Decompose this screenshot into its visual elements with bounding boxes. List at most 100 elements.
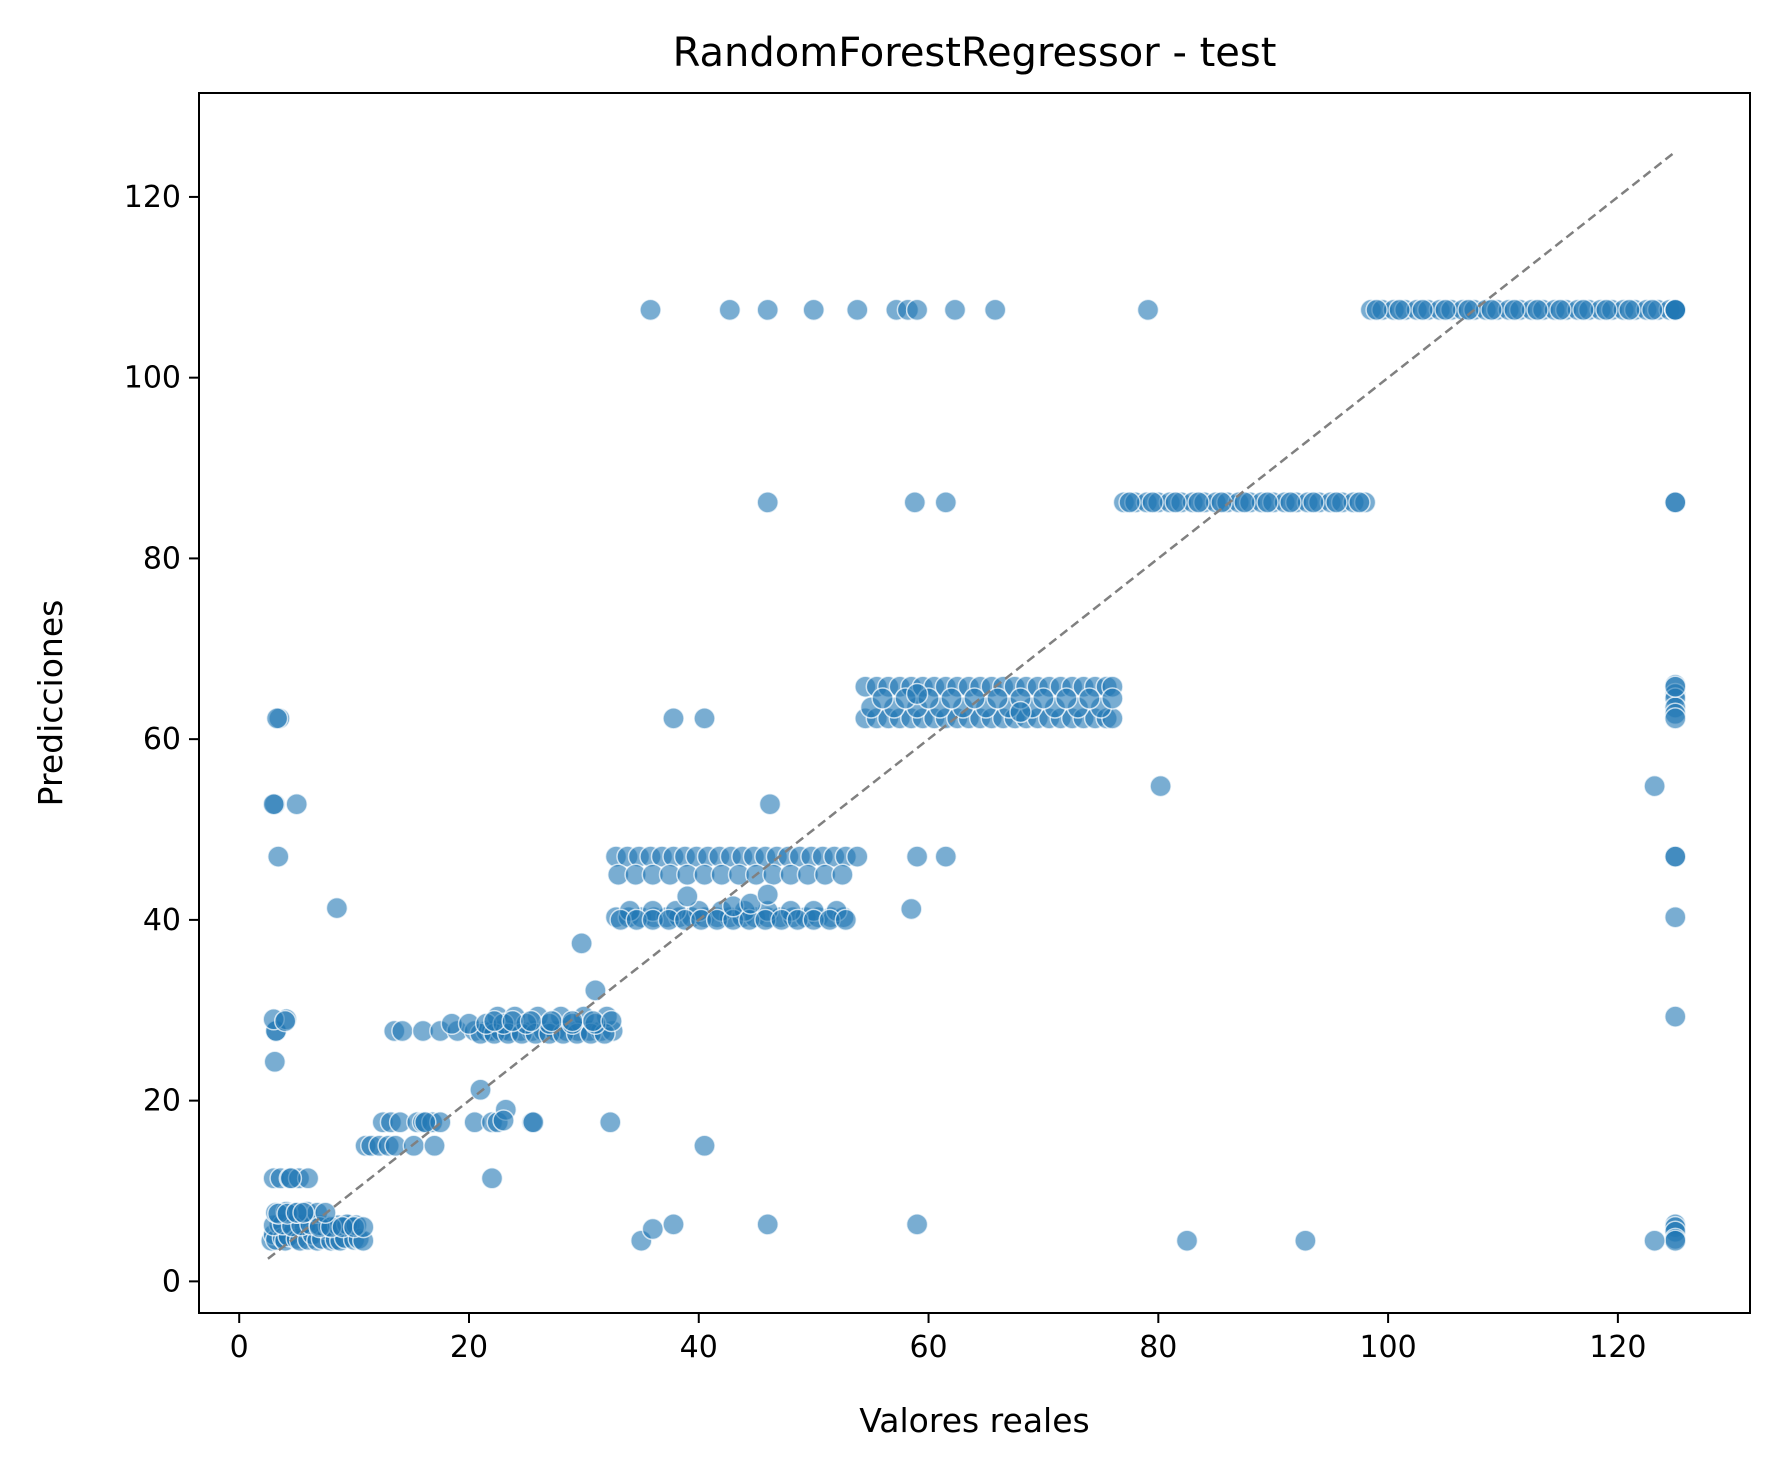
data-point	[1664, 491, 1687, 514]
data-point	[905, 1213, 929, 1236]
data-point	[756, 298, 779, 322]
data-point	[940, 687, 963, 710]
data-point	[1549, 298, 1572, 322]
x-tick-label: 60	[909, 1330, 947, 1365]
data-point	[1055, 687, 1078, 710]
points-layer	[260, 298, 1687, 1252]
x-tick-label: 120	[1589, 1330, 1646, 1365]
data-point	[1503, 298, 1526, 322]
data-point	[600, 1009, 623, 1033]
data-point	[831, 863, 854, 886]
y-tick-label: 20	[143, 1084, 181, 1119]
x-tick-label: 40	[680, 1330, 718, 1365]
data-point	[758, 792, 782, 816]
data-point	[1434, 298, 1457, 322]
data-point	[423, 1134, 446, 1158]
data-point	[905, 845, 929, 868]
data-point	[263, 1050, 287, 1074]
data-point	[1187, 491, 1210, 514]
data-point	[402, 1134, 426, 1158]
data-point	[1526, 298, 1549, 322]
data-point	[905, 682, 929, 706]
data-point	[1411, 298, 1434, 322]
y-tick-label: 60	[143, 722, 181, 757]
data-point	[414, 1111, 437, 1134]
data-point	[756, 1213, 779, 1236]
data-point	[584, 979, 607, 1002]
data-point	[1279, 491, 1302, 514]
data-point	[756, 491, 779, 514]
data-point	[292, 1201, 315, 1224]
data-point	[1302, 491, 1325, 514]
data-point	[1009, 700, 1032, 724]
y-axis: 0 20 40 60 80 100 120	[124, 180, 199, 1299]
data-point	[802, 298, 825, 322]
y-tick-label: 40	[143, 903, 181, 938]
data-point	[1641, 298, 1664, 322]
data-point	[1595, 298, 1618, 322]
data-point	[641, 1217, 665, 1241]
data-point	[1032, 687, 1055, 710]
x-tick-label: 0	[230, 1330, 249, 1365]
data-point	[599, 1111, 622, 1134]
data-point	[662, 1213, 685, 1236]
y-axis-label: Predicciones	[31, 600, 70, 807]
x-tick-label: 100	[1359, 1330, 1416, 1365]
data-point	[900, 897, 923, 921]
data-point	[846, 845, 869, 868]
data-point	[325, 896, 349, 920]
data-point	[1149, 774, 1172, 798]
data-point	[267, 845, 290, 868]
data-point	[519, 1009, 543, 1033]
chart-title: RandomForestRegressor - test	[673, 30, 1277, 76]
data-point	[1233, 491, 1256, 514]
data-point	[1294, 1229, 1317, 1252]
data-point	[639, 298, 662, 322]
data-point	[662, 707, 685, 730]
data-point	[480, 1167, 504, 1190]
data-point	[1664, 298, 1687, 322]
data-point	[693, 707, 716, 730]
data-point	[273, 1009, 297, 1033]
y-tick-label: 100	[124, 361, 181, 396]
x-tick-label: 20	[450, 1330, 488, 1365]
data-point	[943, 298, 967, 322]
data-point	[1101, 687, 1124, 710]
data-point	[1175, 1229, 1199, 1252]
data-point	[1078, 687, 1101, 710]
data-point	[693, 1134, 716, 1158]
data-point	[1136, 298, 1160, 322]
data-point	[1480, 298, 1503, 322]
data-point	[1256, 491, 1279, 514]
data-point	[846, 298, 869, 322]
y-tick-label: 120	[124, 180, 181, 215]
y-tick-label: 0	[162, 1264, 181, 1299]
data-point	[391, 1019, 414, 1043]
data-point	[1572, 298, 1595, 322]
data-point	[676, 885, 699, 908]
data-point	[469, 1078, 492, 1102]
data-point	[903, 491, 927, 514]
data-point	[1664, 905, 1687, 929]
data-point	[1388, 298, 1411, 322]
data-point	[285, 792, 308, 816]
data-point	[718, 298, 742, 322]
data-point	[983, 298, 1007, 322]
data-point	[1664, 675, 1687, 698]
data-point	[1643, 774, 1666, 798]
data-point	[1664, 1229, 1687, 1252]
data-point	[1141, 491, 1164, 514]
data-point	[1618, 298, 1641, 322]
data-point	[756, 883, 779, 906]
data-point	[1348, 491, 1371, 514]
data-point	[934, 491, 958, 514]
data-point	[986, 687, 1009, 710]
data-point	[262, 792, 285, 816]
data-point	[492, 1109, 515, 1132]
data-point	[1118, 491, 1141, 514]
reference-line-layer	[267, 150, 1677, 1260]
data-point	[279, 1167, 303, 1190]
data-point	[265, 707, 289, 730]
data-point	[352, 1215, 375, 1239]
data-point	[1664, 1005, 1687, 1028]
